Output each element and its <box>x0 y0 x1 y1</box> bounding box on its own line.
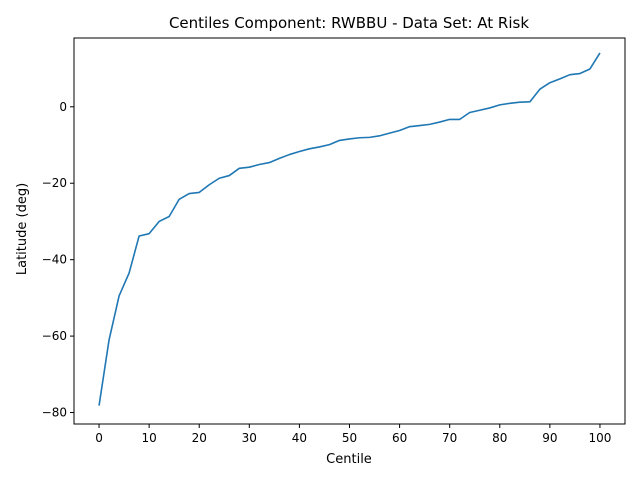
chart-title: Centiles Component: RWBBU - Data Set: At… <box>169 14 529 32</box>
y-tick-label: −40 <box>42 253 67 267</box>
x-tick-label: 10 <box>141 431 156 445</box>
x-tick-label: 0 <box>95 431 103 445</box>
x-tick-label: 70 <box>442 431 457 445</box>
x-tick-label: 60 <box>392 431 407 445</box>
plot-frame <box>73 37 626 425</box>
series-line <box>98 52 601 406</box>
plot-area: 0 10 20 30 40 50 60 70 80 90 100 −80 −60 −40 −20 0 <box>42 37 626 445</box>
x-tick-label: 80 <box>492 431 507 445</box>
x-axis: 0 10 20 30 40 50 60 70 80 90 100 <box>95 424 611 445</box>
x-axis-title: Centile <box>326 452 372 467</box>
y-tick-label: −80 <box>42 406 67 420</box>
x-tick-label: 90 <box>542 431 557 445</box>
y-tick-label: −20 <box>42 176 67 190</box>
x-tick-label: 40 <box>292 431 307 445</box>
y-tick-label: 0 <box>59 100 67 114</box>
x-tick-label: 100 <box>589 431 612 445</box>
y-axis-title: Latitude (deg) <box>15 183 30 275</box>
x-tick-label: 20 <box>192 431 207 445</box>
x-tick-label: 30 <box>242 431 257 445</box>
y-tick-label: −60 <box>42 329 67 343</box>
y-axis: −80 −60 −40 −20 0 <box>42 100 74 420</box>
x-tick-label: 50 <box>342 431 357 445</box>
